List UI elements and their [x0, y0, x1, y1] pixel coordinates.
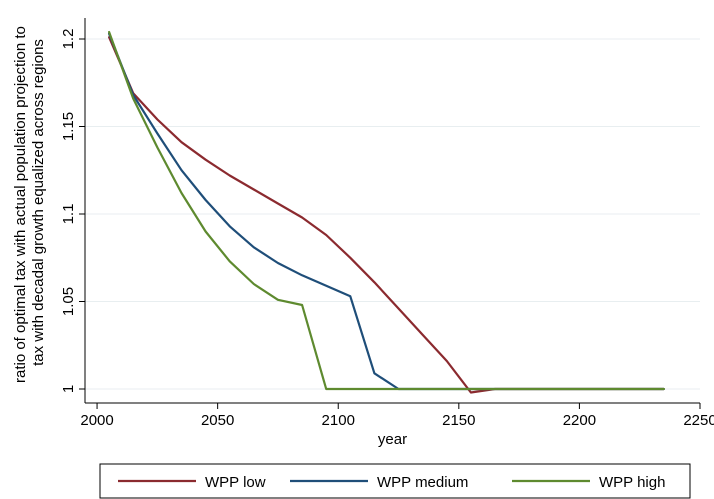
x-axis-title: year: [378, 431, 407, 448]
y-tick-label: 1.15: [60, 112, 77, 141]
y-ticks: 1 1.05 1.1 1.15 1.2: [60, 29, 85, 393]
y-axis-title-line-2: tax with decadal growth equalized across…: [30, 39, 47, 366]
legend: WPP low WPP medium WPP high: [99, 463, 691, 499]
legend-box: [99, 463, 691, 499]
x-tick-label: 2150: [442, 412, 475, 429]
y-tick-label: 1: [60, 385, 77, 393]
x-tick-label: 2250: [683, 412, 714, 429]
y-axis-title: ratio of optimal tax with actual populat…: [12, 22, 47, 383]
x-tick-label: 2000: [80, 412, 113, 429]
series-line-wpp-high: [107, 30, 665, 391]
x-tick-label: 2200: [563, 412, 596, 429]
series-layer: [107, 30, 665, 394]
x-tick-label: 2050: [201, 412, 234, 429]
y-tick-label: 1.1: [60, 204, 77, 225]
legend-label: WPP low: [205, 474, 266, 491]
y-tick-label: 1.05: [60, 287, 77, 316]
series-line-wpp-low: [107, 36, 665, 394]
x-ticks: 2000 2050 2100 2150 2200 2250: [80, 403, 714, 429]
legend-label: WPP medium: [377, 474, 468, 491]
axes: [84, 18, 700, 404]
x-tick-label: 2100: [322, 412, 355, 429]
grid-lines: [85, 38, 700, 390]
legend-label: WPP high: [599, 474, 665, 491]
y-tick-label: 1.2: [60, 29, 77, 50]
y-axis-title-line-1: ratio of optimal tax with actual populat…: [12, 26, 29, 383]
